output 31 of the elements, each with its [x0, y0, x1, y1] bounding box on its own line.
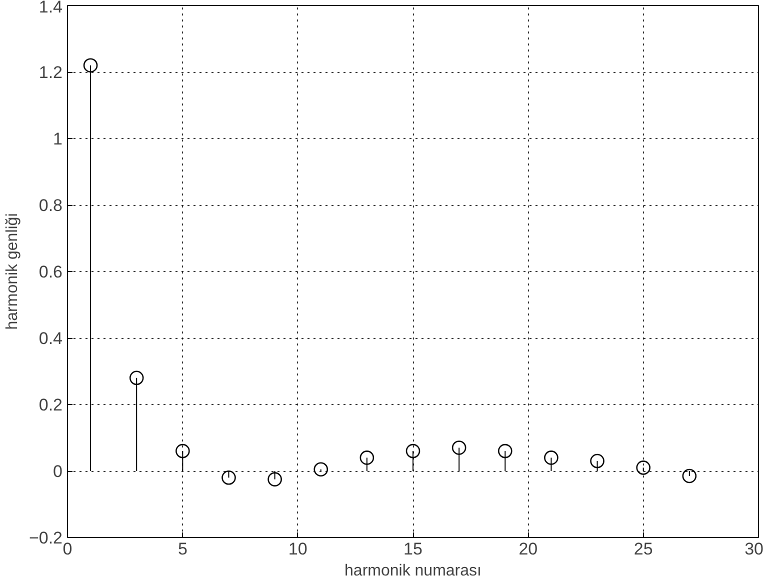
- y-tick-label: 1.4: [38, 0, 63, 16]
- x-tick-label: 5: [178, 540, 188, 558]
- y-tick-label: −0.2: [28, 528, 62, 548]
- point: [176, 444, 190, 458]
- y-tick-label: 0.8: [38, 196, 63, 215]
- x-axis-title: harmonik numarası: [344, 562, 482, 580]
- point: [222, 470, 236, 485]
- y-tick-label: 1: [53, 130, 63, 148]
- y-tick-label: 0: [53, 462, 63, 481]
- y-tick-label: 0.2: [38, 396, 63, 414]
- x-tick-label: 10: [288, 540, 308, 558]
- x-tick-label: 20: [518, 540, 538, 558]
- point: [682, 468, 697, 484]
- y-tick-label: 0.6: [38, 262, 63, 282]
- point: [314, 462, 328, 476]
- y-tick-label: 1.2: [38, 63, 63, 82]
- point: [83, 58, 98, 72]
- point: [590, 454, 604, 468]
- point: [498, 444, 512, 458]
- point: [544, 450, 558, 465]
- x-tick-label: 30: [744, 540, 763, 558]
- x-tick-label: 25: [634, 540, 653, 558]
- point: [268, 472, 282, 486]
- y-tick-label: 0.4: [38, 329, 63, 348]
- x-tick-label: 15: [404, 540, 422, 558]
- point: [452, 440, 466, 455]
- y-axis-title: harmonik genliği: [4, 213, 21, 330]
- point: [129, 370, 144, 386]
- point: [406, 444, 420, 458]
- point: [360, 450, 374, 465]
- point: [636, 460, 650, 475]
